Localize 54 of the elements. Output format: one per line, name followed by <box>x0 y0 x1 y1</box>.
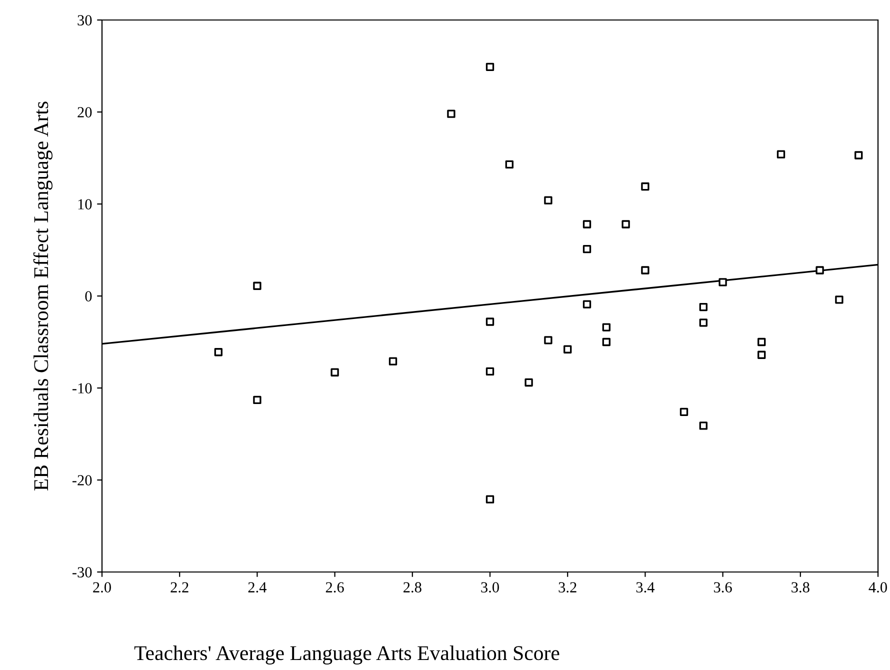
x-tick-label: 3.2 <box>558 582 576 593</box>
x-tick-label: 3.6 <box>714 582 732 593</box>
x-tick-label: 3.8 <box>792 582 810 593</box>
point <box>253 282 262 290</box>
x-tick-label: 2.8 <box>404 582 422 593</box>
y-tick-label: -20 <box>72 475 92 486</box>
point <box>641 182 650 191</box>
y-tick-label: -30 <box>72 567 92 578</box>
point <box>486 62 494 72</box>
point <box>447 110 456 118</box>
x-tick-label: 4.0 <box>868 582 887 593</box>
point <box>582 244 592 254</box>
x-tick-label: 3.4 <box>636 582 655 593</box>
y-tick-label: 10 <box>78 199 92 210</box>
point <box>582 220 592 228</box>
x-axis-title: Teachers' Average Language Arts Evaluation Score <box>134 646 560 664</box>
point <box>602 323 610 332</box>
point <box>758 338 766 346</box>
x-tick-label: 2.2 <box>170 582 188 593</box>
point <box>388 357 398 366</box>
point <box>776 150 786 158</box>
point <box>524 378 533 387</box>
point <box>699 302 708 312</box>
x-tick-label: 3.0 <box>481 582 499 593</box>
y-tick-label: 20 <box>78 107 92 118</box>
point <box>718 278 727 286</box>
point <box>699 422 708 430</box>
point <box>758 350 766 359</box>
point <box>816 266 824 274</box>
point <box>564 345 572 354</box>
x-tick-label: 2.4 <box>248 582 267 593</box>
point <box>544 196 552 204</box>
point <box>486 495 494 504</box>
point <box>214 348 222 356</box>
point <box>699 318 708 327</box>
point <box>582 300 592 308</box>
x-tick-label: 2.0 <box>93 582 111 593</box>
point <box>622 220 630 228</box>
y-tick-label: -10 <box>72 383 92 394</box>
y-axis-title: EB Residuals Classroom Effect Language Arts <box>33 102 52 490</box>
point <box>544 336 552 344</box>
point <box>486 318 494 326</box>
point <box>505 160 514 169</box>
y-tick-label: 0 <box>85 291 92 302</box>
point <box>680 408 688 416</box>
x-tick-label: 2.6 <box>326 582 344 593</box>
point <box>835 296 844 304</box>
point <box>253 396 262 404</box>
point <box>602 338 610 346</box>
point <box>486 367 494 376</box>
y-tick-label: 30 <box>78 15 92 26</box>
point <box>330 368 339 376</box>
point <box>641 266 650 274</box>
point <box>854 151 863 160</box>
